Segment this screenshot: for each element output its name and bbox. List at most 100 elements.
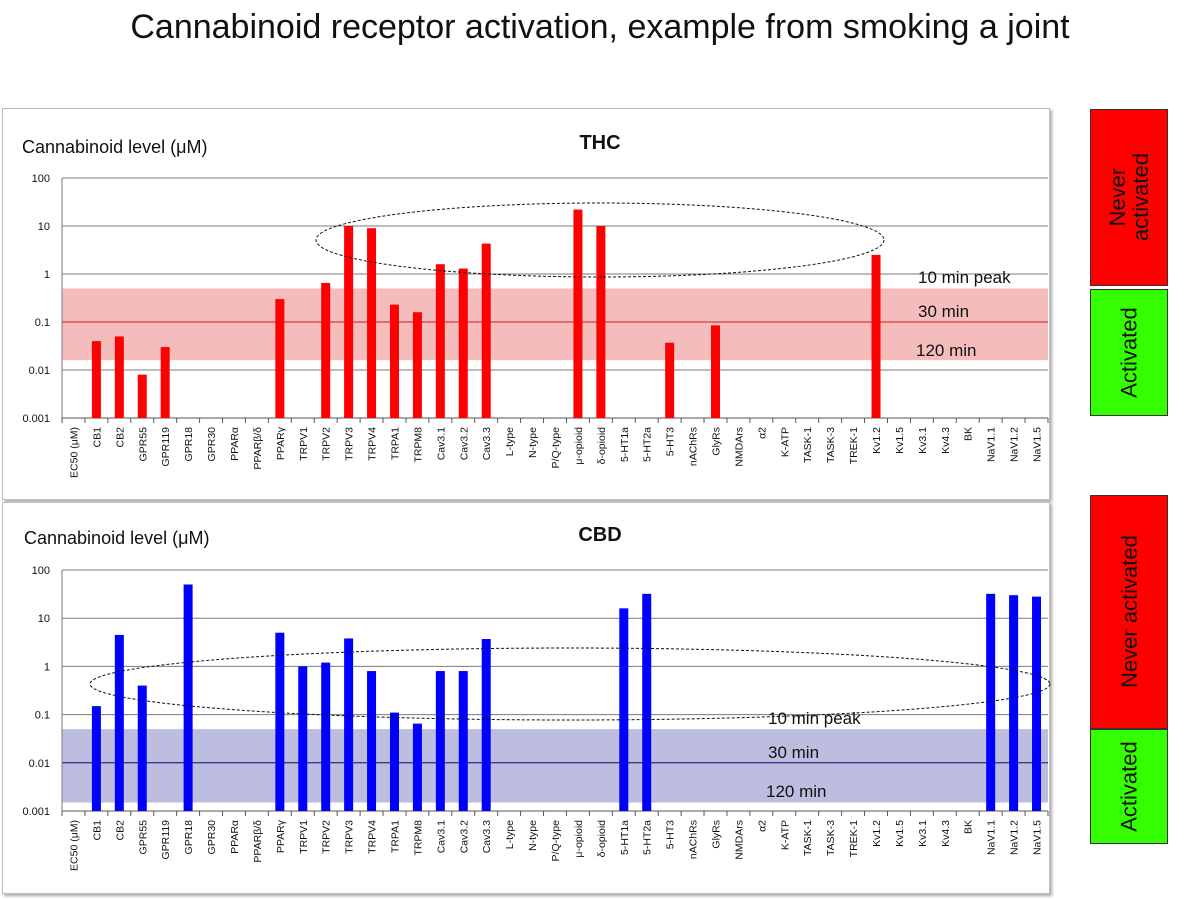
cbd-category-label: Kv1.5 — [894, 820, 906, 847]
thc-bar — [573, 209, 583, 418]
thc-category-label: TRPA1 — [389, 427, 401, 460]
thc-category-label: α2 — [756, 427, 768, 439]
cbd-category-label: TRPV1 — [298, 820, 310, 854]
cbd-category-label: Kv3.1 — [917, 820, 929, 847]
page-title: Cannabinoid receptor activation, example… — [130, 8, 1070, 46]
cbd-category-label: 5-HT1a — [619, 820, 631, 855]
cbd-never-activated-label: Never activated — [1116, 535, 1142, 689]
thc-category-label: CB2 — [114, 427, 126, 448]
thc-category-label: NMDArs — [733, 427, 745, 467]
thc-category-label: Kv3.1 — [917, 427, 929, 454]
thc-time-annotation: 10 min peak — [918, 268, 1011, 287]
thc-bar — [412, 312, 422, 418]
cbd-category-label: P/Q-type — [550, 820, 562, 862]
cbd-category-label: TASK-3 — [825, 820, 837, 856]
cbd-category-label: TREK-1 — [848, 820, 860, 858]
thc-category-label: nAChRs — [688, 427, 700, 466]
cbd-bar — [321, 662, 331, 811]
cbd-category-label: Kv1.2 — [871, 820, 883, 847]
thc-time-annotation: 120 min — [916, 341, 976, 360]
cbd-category-label: TRPM8 — [412, 820, 424, 856]
cbd-bar — [435, 671, 445, 811]
cbd-category-label: K-ATP — [779, 820, 791, 850]
thc-category-label: GPR55 — [137, 427, 149, 462]
cbd-bar — [298, 666, 308, 811]
cbd-category-label: Kv4.3 — [940, 820, 952, 847]
cbd-time-annotation: 120 min — [766, 782, 826, 801]
thc-category-label: BK — [963, 427, 975, 441]
cbd-ytick-label: 0.001 — [22, 806, 50, 818]
cbd-category-label: NMDArs — [733, 820, 745, 860]
cbd-bar — [114, 634, 124, 811]
cbd-category-label: TRPV3 — [344, 820, 356, 854]
cbd-category-label: N-type — [527, 820, 539, 851]
cbd-category-label: NaV1.1 — [986, 820, 998, 855]
cbd-panel — [2, 502, 1050, 894]
thc-chart: 0.001 0.01 0.1 1 10 100 EC50 (μM) CB1 CB2 GPR55 GP… — [22, 132, 1049, 478]
cbd-time-annotation: 10 min peak — [768, 709, 861, 728]
cbd-bar — [1032, 596, 1042, 811]
cbd-category-label: 5-HT2a — [642, 820, 654, 855]
thc-peak-ellipse — [315, 202, 885, 278]
cbd-category-label: μ-opioid — [573, 820, 585, 858]
thc-category-label: NaV1.5 — [1032, 427, 1044, 462]
thc-category-label: GPR18 — [183, 427, 195, 462]
thc-bar — [481, 243, 491, 418]
thc-category-label: δ-opioid — [596, 427, 608, 465]
cbd-category-label: δ-opioid — [596, 820, 608, 858]
thc-bar — [91, 341, 101, 418]
cbd-category-label: NaV1.2 — [1009, 820, 1021, 855]
cbd-category-label: GPR55 — [137, 820, 149, 855]
cbd-category-label: GPR119 — [160, 820, 172, 860]
thc-category-label: PPARα — [229, 427, 241, 461]
thc-category-label: PPARβ/δ — [252, 427, 264, 470]
thc-bar — [160, 347, 170, 418]
thc-category-label: TRPV3 — [344, 427, 356, 461]
thc-category-label: Kv1.5 — [894, 427, 906, 454]
cbd-category-label: GPR30 — [206, 820, 218, 855]
thc-category-label: TRPV1 — [298, 427, 310, 461]
thc-category-label: GPR30 — [206, 427, 218, 462]
thc-ytick-label: 0.001 — [22, 413, 50, 425]
thc-category-label: CB1 — [91, 427, 103, 448]
cbd-category-label: TRPA1 — [389, 820, 401, 853]
cbd-category-label: NaV1.5 — [1032, 820, 1044, 855]
thc-bar — [275, 299, 285, 418]
cbd-never-activated-box: Never activated — [1090, 495, 1168, 729]
cbd-category-label: BK — [963, 820, 975, 834]
thc-ytick-label: 0.01 — [29, 365, 50, 377]
thc-bar — [665, 342, 675, 418]
thc-bar — [344, 226, 354, 418]
thc-category-label: 5-HT3 — [665, 427, 677, 456]
thc-bar — [435, 264, 445, 418]
cbd-bar — [275, 632, 285, 811]
thc-ytick-label: 0.1 — [35, 317, 50, 329]
thc-category-label: Kv4.3 — [940, 427, 952, 454]
cbd-category-label: TRPV2 — [321, 820, 333, 854]
cbd-bar — [183, 584, 193, 811]
cbd-bar — [481, 639, 491, 811]
cbd-chart: 0.001 0.01 0.1 1 10 100 EC50 (μM) CB1 CB2 GPR55 GP… — [22, 524, 1051, 871]
cbd-category-label: Cav3.2 — [458, 820, 470, 853]
cbd-activation-band — [62, 729, 1048, 803]
cbd-bar — [986, 593, 996, 811]
thc-category-label: EC50 (μM) — [68, 427, 80, 478]
thc-bar — [711, 325, 721, 418]
cbd-y-axis-label: Cannabinoid level (μM) — [24, 528, 209, 548]
thc-category-label: TASK-3 — [825, 427, 837, 463]
cbd-category-label: CB2 — [114, 820, 126, 841]
thc-category-label: P/Q-type — [550, 427, 562, 469]
cbd-bar — [389, 712, 399, 811]
cbd-bar — [412, 723, 422, 811]
thc-category-label: Cav3.3 — [481, 427, 493, 460]
thc-ytick-label: 1 — [44, 269, 50, 281]
thc-ytick-label: 100 — [32, 173, 50, 185]
cbd-category-label: EC50 (μM) — [68, 820, 80, 871]
cbd-category-label: TASK-1 — [802, 820, 814, 856]
cbd-bar — [367, 671, 377, 811]
cbd-bar — [137, 685, 147, 811]
thc-bar — [458, 268, 468, 418]
thc-bar — [871, 254, 881, 418]
thc-category-label: 5-HT1a — [619, 427, 631, 462]
